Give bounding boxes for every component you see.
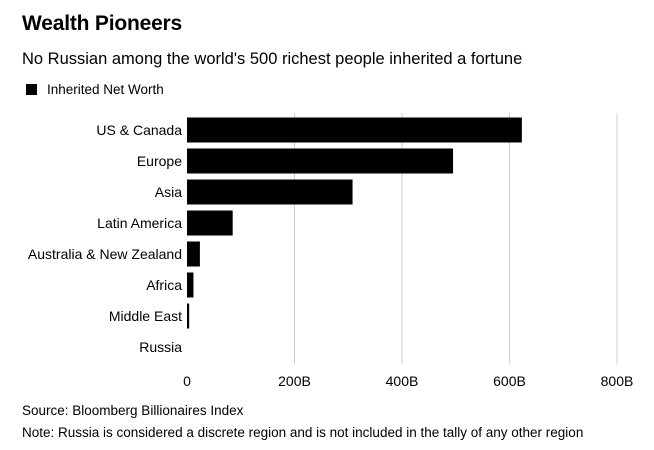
footnote: Note: Russia is considered a discrete re… — [22, 425, 584, 440]
bar-europe — [187, 148, 454, 174]
category-labels: US & Canada Europe Asia Latin America Austra… — [28, 122, 182, 355]
chart-title: Wealth Pioneers — [22, 12, 182, 35]
bar-australia-new-zealand — [187, 241, 200, 267]
bar-asia — [187, 179, 353, 205]
legend-swatch — [26, 84, 37, 95]
bar-middle-east — [187, 303, 190, 329]
x-tick-label: 800B — [601, 373, 634, 389]
category-label-africa: Africa — [146, 277, 182, 293]
x-tick-label: 0 — [183, 373, 191, 389]
x-tick-label: 200B — [278, 373, 311, 389]
chart-subtitle: No Russian among the world's 500 richest… — [22, 50, 523, 68]
category-label-europe: Europe — [137, 153, 182, 169]
category-label-middle-east: Middle East — [109, 308, 182, 324]
legend-label: Inherited Net Worth — [47, 82, 164, 97]
bar-us-canada — [187, 117, 522, 143]
x-tick-label: 600B — [493, 373, 526, 389]
bar-latin-america — [187, 210, 233, 236]
category-label-asia: Asia — [155, 184, 182, 200]
source-note: Source: Bloomberg Billionaires Index — [22, 403, 244, 418]
x-axis-tick-labels: 0 200B 400B 600B 800B — [183, 373, 633, 389]
category-label-russia: Russia — [139, 339, 182, 355]
bars — [187, 117, 522, 329]
x-tick-label: 400B — [386, 373, 419, 389]
legend: Inherited Net Worth — [26, 82, 164, 97]
category-label-latin-america: Latin America — [97, 215, 182, 231]
category-label-australia-new-zealand: Australia & New Zealand — [28, 246, 182, 262]
bar-africa — [187, 272, 194, 298]
category-label-us-canada: US & Canada — [96, 122, 182, 138]
